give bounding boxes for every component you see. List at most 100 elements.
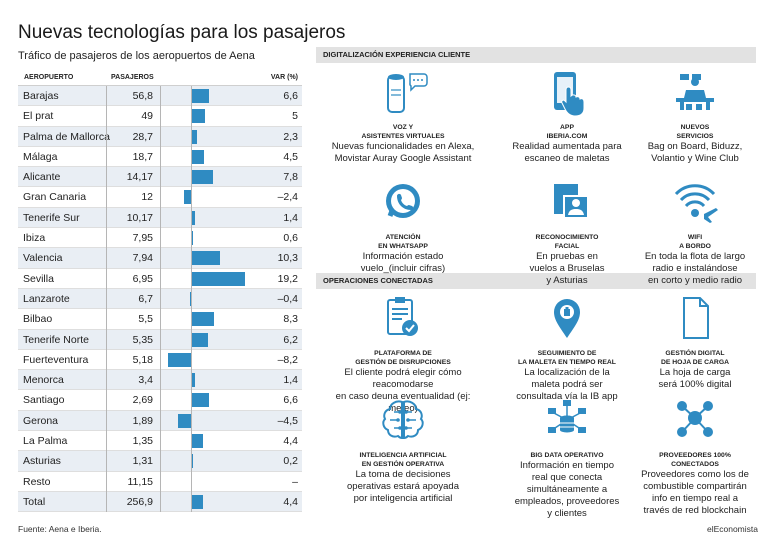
feature-title-line: INTELIGENCIA ARTIFICIAL	[359, 452, 447, 459]
airport-name: Lanzarote	[23, 292, 70, 305]
passenger-count: 1,31	[132, 455, 153, 468]
passenger-count: 49	[141, 110, 153, 123]
feature-description-line: consultada vía la IB app	[516, 391, 618, 402]
feature-title-line: VOZ Y	[392, 124, 414, 131]
passenger-count: 56,8	[132, 90, 153, 102]
airport-name: Palma de Mallorca	[23, 130, 110, 143]
variation-bar	[191, 332, 209, 347]
column-divider	[106, 86, 107, 512]
variation-value: 4,4	[283, 495, 298, 508]
passenger-count: 12	[141, 191, 153, 204]
feature-title-line: ATENCIÓN	[385, 234, 421, 241]
big-data-icon	[492, 396, 642, 449]
feature-description-line: El cliente podrá elegir cómo reacomodars…	[344, 367, 462, 390]
feature-description: Realidad aumentada para escaneo de maleta…	[492, 141, 642, 165]
variation-bar	[191, 373, 195, 388]
feature-item: NUEVOS SERVICIOS Bag on Board, Biduzz, Vola…	[620, 68, 770, 165]
feature-description-line: por inteligencia artificial	[353, 493, 453, 504]
feature-description-line: Proveedores como los de	[641, 469, 749, 480]
variation-bar	[191, 149, 204, 164]
passenger-count: 1,89	[132, 414, 153, 427]
blockchain-icon	[620, 396, 770, 449]
variation-value: 1,4	[283, 374, 298, 387]
table-row: Santiago 2,69 6,6	[18, 390, 302, 411]
feature-title-line: WIFI	[687, 234, 703, 241]
feature-item: WIFI A BORDO En toda la flota de largo radi…	[620, 178, 770, 287]
feature-description-line: radio e instalándose	[652, 263, 738, 274]
feature-description-line: en corto y medio radio	[648, 275, 742, 286]
feature-title: WIFI A BORDO	[620, 233, 770, 251]
feature-description-line: será 100% digital	[658, 379, 732, 390]
variation-value: 0,6	[283, 232, 298, 245]
feature-description: Información estado vuelo_(incluir cifras)	[328, 251, 478, 275]
feature-title: BIG DATA OPERATIVO	[492, 451, 642, 460]
feature-title-line: PLATAFORMA DE	[374, 350, 432, 357]
feature-description-line: vuelo_(incluir cifras)	[360, 263, 446, 274]
airport-name: Santiago	[23, 394, 65, 407]
feature-title-line: NUEVOS	[680, 124, 710, 131]
feature-description: Proveedores como los de combustible compa…	[620, 469, 770, 517]
variation-value: –0,4	[277, 292, 298, 305]
feature-title-line: SERVICIOS	[676, 133, 714, 140]
feature-title-line: GESTIÓN DIGITAL	[665, 350, 725, 357]
variation-bar	[191, 89, 210, 103]
passenger-count: 5,18	[132, 353, 153, 366]
variation-value: 10,3	[277, 252, 298, 265]
variation-bar	[191, 434, 204, 449]
passenger-count: 1,35	[132, 435, 153, 448]
header-passengers: PASAJEROS	[111, 74, 154, 81]
feature-item: BIG DATA OPERATIVO Información en tiempo r…	[492, 396, 642, 520]
feature-description: En pruebas en vuelos a Bruselas y Asturias	[492, 251, 642, 287]
airport-name: Barajas	[23, 90, 59, 102]
page-title: Nuevas tecnologías para los pasajeros	[18, 22, 346, 43]
passenger-count: 2,69	[132, 394, 153, 407]
feature-title: RECONOCIMIENTO FACIAL	[492, 233, 642, 251]
feature-description-line: Información en tiempo	[520, 460, 614, 471]
feature-description-line: Volantio y Wine Club	[651, 153, 739, 164]
app-touch-icon	[492, 68, 642, 121]
feature-title-line: GESTIÓN DE DISRUPCIONES	[355, 359, 451, 366]
feature-title: APP IBERIA.COM	[492, 123, 642, 141]
variation-bar	[191, 494, 204, 509]
feature-description-line: En pruebas en	[536, 251, 598, 262]
feature-description-line: simultáneamente a	[526, 484, 608, 495]
feature-description-line: Movistar Auray Google Assistant	[334, 153, 472, 164]
variation-value: 2,3	[283, 130, 298, 143]
variation-bar	[191, 312, 215, 327]
feature-title-line: RECONOCIMIENTO	[535, 234, 599, 241]
variation-value: –8,2	[277, 353, 298, 366]
variation-bar	[191, 393, 210, 408]
passenger-count: 18,7	[132, 150, 153, 163]
feature-description-line: Nuevas funcionalidades en Alexa,	[331, 141, 475, 152]
airport-name: El prat	[23, 110, 54, 123]
feature-title-line: EN GESTIÓN OPERATIVA	[361, 461, 445, 468]
passenger-count: 10,17	[126, 211, 153, 224]
airport-name: Tenerife Norte	[23, 333, 89, 346]
variation-value: –2,4	[277, 191, 298, 204]
feature-title-line: DE HOJA DE CARGA	[660, 359, 730, 366]
feature-description: Bag on Board, Biduzz, Volantio y Wine Clu…	[620, 141, 770, 165]
variation-value: 19,2	[277, 272, 298, 285]
feature-title: ATENCIÓN EN WHATSAPP	[328, 233, 478, 251]
column-divider	[160, 86, 161, 512]
airport-name: Asturias	[23, 455, 61, 468]
variation-bar	[178, 413, 191, 428]
source-note: Fuente: Aena e Iberia.	[18, 524, 102, 534]
feature-description: En toda la flota de largo radio e instalá…	[620, 251, 770, 287]
variation-value: 6,2	[283, 333, 298, 346]
feature-description-line: La toma de decisiones	[355, 469, 451, 480]
variation-bar	[191, 251, 220, 266]
variation-value: 0,2	[283, 455, 298, 468]
feature-description-line: y Asturias	[546, 275, 588, 286]
variation-value: 8,3	[283, 313, 298, 326]
clipboard-check-icon	[328, 294, 478, 347]
passenger-count: 14,17	[126, 171, 153, 184]
variation-bar	[189, 291, 191, 306]
passenger-count: 3,4	[138, 374, 153, 387]
variation-bar	[191, 109, 205, 124]
ai-brain-icon	[328, 396, 478, 449]
feature-item: APP IBERIA.COM Realidad aumentada para esca…	[492, 68, 642, 165]
variation-bar	[168, 352, 191, 367]
variation-value: 4,5	[283, 150, 298, 163]
airport-name: Gerona	[23, 414, 59, 427]
